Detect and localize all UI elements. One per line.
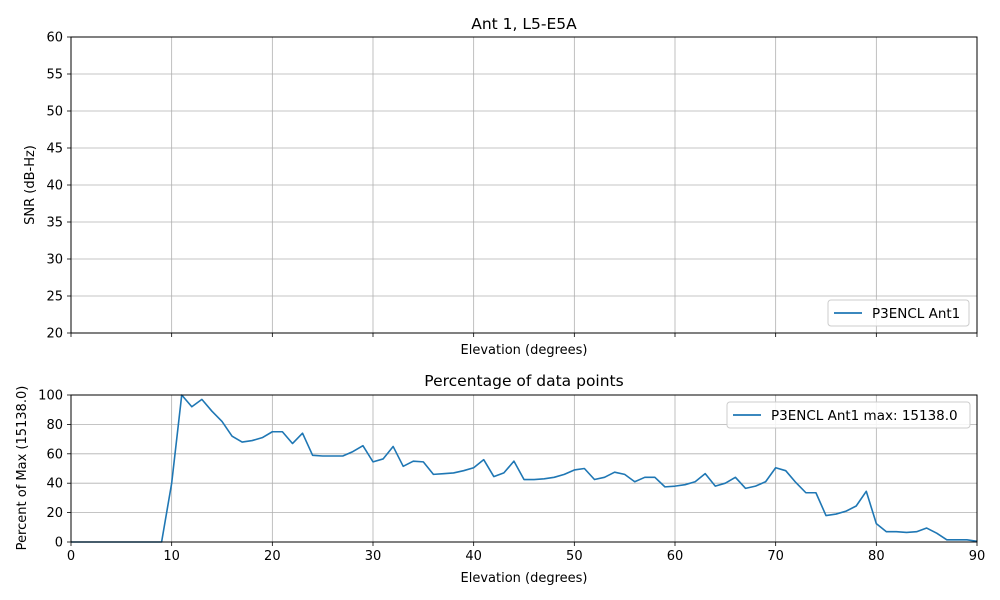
percentage-y-tick-label: 60 <box>46 447 63 462</box>
percentage-ticks: 0 10 20 30 40 50 60 70 80 90 0 20 40 60 80 100 <box>38 389 985 565</box>
snr-legend-label: P3ENCL Ant1 <box>872 306 960 322</box>
percentage-y-tick-label: 40 <box>46 477 63 492</box>
snr-y-tick-label: 25 <box>46 290 63 305</box>
snr-y-tick-label: 50 <box>46 105 63 120</box>
percentage-axes-frame <box>70 394 978 543</box>
percentage-x-tick-label: 90 <box>969 549 986 564</box>
percentage-x-tick-label: 60 <box>667 549 684 564</box>
percentage-y-tick-label: 20 <box>46 506 63 521</box>
percentage-legend-box <box>726 401 971 429</box>
percentage-x-tick-label: 20 <box>264 549 281 564</box>
percentage-series <box>71 394 978 543</box>
percentage-x-tick-label: 40 <box>465 549 482 564</box>
percentage-y-tick-label: 0 <box>55 536 63 551</box>
percentage-x-tick-label: 80 <box>868 549 885 564</box>
percentage-legend-label: P3ENCL Ant1 max: 15138.0 <box>771 408 958 424</box>
snr-y-axis-label: SNR (dB-Hz) <box>23 145 38 225</box>
percentage-y-tick-label: 100 <box>38 389 63 404</box>
snr-y-tick-label: 55 <box>46 68 63 83</box>
snr-chart-title: Ant 1, L5-E5A <box>471 15 577 33</box>
snr-legend: P3ENCL Ant1 <box>827 299 970 327</box>
percentage-y-tick-label: 80 <box>46 418 63 433</box>
percentage-series-line <box>71 394 978 543</box>
percentage-y-axis-label: Percent of Max (15138.0) <box>15 386 30 551</box>
percentage-x-tick-label: 30 <box>365 549 382 564</box>
percentage-x-tick-label: 50 <box>566 549 583 564</box>
snr-legend-box <box>827 299 970 327</box>
percentage-x-tick-label: 0 <box>67 549 75 564</box>
percentage-chart-title: Percentage of data points <box>424 372 623 390</box>
snr-y-tick-label: 60 <box>46 31 63 46</box>
snr-y-tick-label: 45 <box>46 142 63 157</box>
percentage-legend: P3ENCL Ant1 max: 15138.0 <box>726 401 971 429</box>
percentage-x-axis-label: Elevation (degrees) <box>461 571 588 586</box>
snr-y-tick-label: 20 <box>46 327 63 342</box>
snr-chart: 20 25 30 35 40 45 50 55 60 Ant 1, L5-E5A Elevati… <box>23 15 978 358</box>
snr-y-tick-label: 30 <box>46 253 63 268</box>
snr-y-tick-label: 35 <box>46 216 63 231</box>
percentage-chart: 0 10 20 30 40 50 60 70 80 90 0 20 40 60 80 100 Percenta… <box>15 372 985 586</box>
percentage-x-tick-label: 70 <box>767 549 784 564</box>
snr-ticks: 20 25 30 35 40 45 50 55 60 <box>46 31 978 342</box>
percentage-x-tick-label: 10 <box>163 549 180 564</box>
snr-x-axis-label: Elevation (degrees) <box>461 343 588 358</box>
snr-y-tick-label: 40 <box>46 179 63 194</box>
